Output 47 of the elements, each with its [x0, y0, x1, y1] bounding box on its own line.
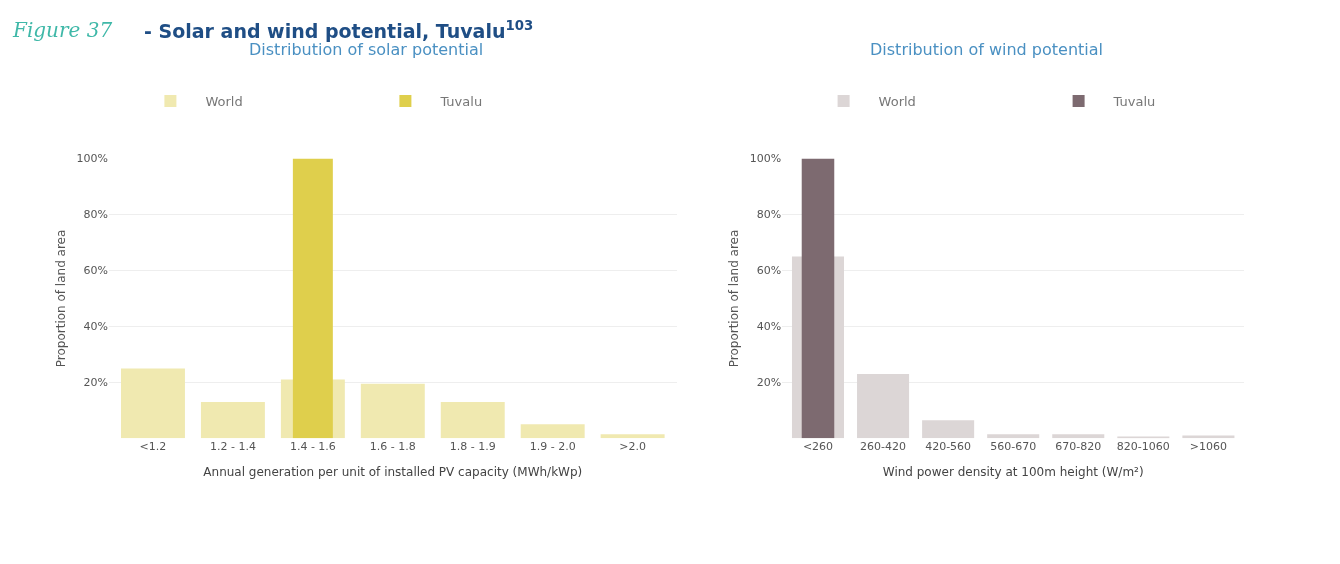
- bar: [440, 401, 505, 439]
- y-tick-label: 100%: [76, 152, 108, 166]
- bar: [292, 158, 333, 439]
- y-tick-label: 20%: [756, 376, 782, 390]
- bar: [922, 420, 975, 439]
- x-tick-label: >1060: [1189, 440, 1228, 454]
- chart-title: Distribution of wind potential: [870, 40, 1104, 59]
- y-tick-label: 100%: [749, 152, 782, 166]
- bar: [600, 434, 665, 439]
- y-tick-label: 80%: [83, 208, 108, 222]
- x-tick-label: 1.8 - 1.9: [449, 440, 496, 454]
- bar: [520, 424, 585, 439]
- x-tick-label: <1.2: [139, 440, 167, 454]
- legend-label: Tuvalu: [1112, 93, 1156, 109]
- y-tick-label: 40%: [83, 320, 108, 334]
- x-axis-title: Wind power density at 100m height (W/m²): [882, 465, 1144, 480]
- x-tick-label: 1.6 - 1.8: [369, 440, 416, 454]
- bar: [200, 401, 265, 439]
- x-tick-label: >2.0: [619, 440, 646, 454]
- x-tick-label: 670-820: [1055, 440, 1102, 454]
- bar: [1052, 434, 1105, 439]
- x-tick-label: 420-560: [925, 440, 972, 454]
- x-tick-label: 1.2 - 1.4: [209, 440, 256, 454]
- bar: [120, 368, 185, 439]
- y-axis-title: Proportion of land area: [53, 229, 68, 368]
- y-tick-label: 60%: [83, 264, 108, 278]
- x-tick-label: 820-1060: [1116, 440, 1170, 454]
- y-tick-label: 40%: [756, 320, 782, 334]
- x-tick-label: <260: [802, 440, 834, 454]
- bar: [360, 383, 425, 439]
- text: - Solar and wind potential, Tuvalu$^{103}$: [144, 18, 534, 42]
- y-axis-title: Proportion of land area: [727, 229, 742, 368]
- bar: [801, 158, 835, 439]
- y-tick-label: 80%: [756, 208, 782, 222]
- x-tick-label: 1.4 - 1.6: [289, 440, 336, 454]
- y-tick-label: 60%: [756, 264, 782, 278]
- x-axis-title: Annual generation per unit of installed PV capacity (MWh/kWp): [203, 465, 583, 480]
- bar: [857, 373, 910, 439]
- x-tick-label: 260-420: [860, 440, 907, 454]
- legend-label: World: [205, 93, 243, 109]
- caption: Figure 37: [12, 18, 113, 42]
- y-tick-label: 20%: [83, 376, 108, 390]
- legend-label: Tuvalu: [439, 93, 483, 109]
- bar: [987, 434, 1040, 439]
- legend-label: World: [878, 93, 916, 109]
- x-tick-label: 1.9 - 2.0: [529, 440, 576, 454]
- x-tick-label: 560-670: [990, 440, 1037, 454]
